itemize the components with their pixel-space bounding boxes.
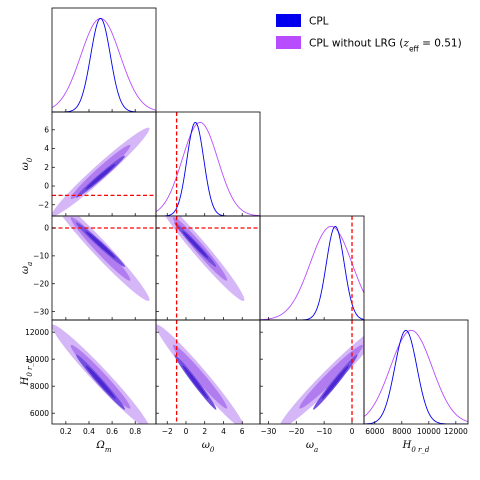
y-tick-label-h0rd: 12000	[25, 328, 49, 337]
x-tick-label-w0: −2	[162, 427, 173, 436]
y-tick-label-w0: 2	[44, 163, 49, 172]
x-tick-label-om: 0.2	[60, 427, 72, 436]
panel-frame	[155, 111, 261, 217]
x-tick-label-w0: 4	[221, 427, 226, 436]
x-tick-label-h0rd: 6000	[365, 427, 384, 436]
x-tick-label-h0rd: 12000	[444, 427, 468, 436]
y-tick-label-h0rd: 8000	[30, 382, 49, 391]
legend: CPL CPL without LRG (zeff = 0.51)	[276, 14, 462, 53]
x-tick-label-w0: 0	[184, 427, 189, 436]
contour-inner-cpl	[85, 163, 116, 190]
panel-frame	[51, 215, 157, 321]
y-tick-label-w0: 6	[44, 126, 49, 135]
density-curve-cpl	[260, 225, 364, 320]
y-tick-label-w0: −2	[38, 200, 49, 209]
panel-om	[51, 7, 157, 113]
x-tick-label-w0: 6	[240, 427, 245, 436]
x-axis-label-w0: ω0	[202, 440, 215, 454]
y-axis-label-w0: ω0	[20, 157, 34, 170]
panel-om-w0: −2 0 2 4 6 ω0	[20, 111, 157, 217]
density-curve-cpl-no-lrg	[52, 17, 156, 111]
x-tick-label-wa: −10	[316, 427, 332, 436]
y-tick-label-wa: −10	[33, 252, 49, 261]
panel-frame	[363, 319, 469, 425]
x-tick-label-wa: −30	[260, 427, 276, 436]
contour-inner-cpl-no-lrg	[70, 344, 131, 409]
legend-label-cpl-no-lrg: CPL without LRG (zeff = 0.51)	[309, 38, 462, 54]
y-axis-label-wa: ωa	[20, 262, 34, 274]
x-tick-label-w0: 2	[202, 427, 207, 436]
panel-wa	[259, 215, 365, 321]
x-tick-label-om: 0.8	[129, 427, 141, 436]
contour-inner-cpl	[85, 365, 116, 399]
y-tick-label-wa: −20	[33, 279, 49, 288]
panel-h0rd: 6000 8000 10000 12000 H0 r_d	[363, 319, 469, 454]
legend-label-cpl: CPL	[309, 16, 329, 28]
panel-frame	[259, 215, 365, 321]
y-tick-label-wa: 0	[44, 224, 49, 233]
panel-frame	[259, 319, 365, 425]
y-axis-label-h0rd: H0 r_d	[20, 358, 34, 386]
contour-inner-cpl	[85, 231, 116, 259]
panel-om-wa: −30 −20 −10 0 ωa	[20, 215, 157, 321]
x-tick-label-wa: −20	[288, 427, 304, 436]
density-curve-cpl-no-lrg	[156, 121, 260, 216]
contour-inner-cpl-no-lrg	[299, 344, 363, 409]
density-curve-cpl	[156, 121, 260, 216]
contour-inner-cpl	[182, 231, 209, 259]
density-curve-cpl-no-lrg	[260, 225, 364, 320]
x-tick-label-om: 0.4	[83, 427, 95, 436]
panel-wa-h0rd: −30 −20 −10 0 ωa	[259, 319, 365, 454]
legend-swatch-cpl	[276, 14, 301, 27]
panel-w0-h0rd: −2 0 2 4 6 ω0	[155, 319, 261, 454]
contour-inner-cpl-no-lrg	[172, 344, 228, 409]
density-curve-cpl-no-lrg	[364, 329, 468, 423]
panel-w0	[155, 111, 261, 217]
x-tick-label-h0rd: 8000	[392, 427, 411, 436]
legend-swatch-cpl-no-lrg	[276, 36, 301, 49]
x-axis-label-om: Ωm	[96, 440, 112, 454]
y-tick-label-w0: 0	[44, 182, 49, 191]
y-tick-label-h0rd: 6000	[30, 409, 49, 418]
x-axis-label-wa: ωa	[306, 440, 318, 454]
contour-inner-cpl	[182, 365, 209, 399]
contour-inner-cpl-no-lrg	[70, 144, 131, 200]
y-tick-label-w0: 4	[44, 144, 49, 153]
panel-om-h0rd: 0.2 0.4 0.6 0.8 6000 8000 10000 12000 Ωm H0 r_d	[20, 319, 157, 454]
y-tick-label-wa: −30	[33, 307, 49, 316]
x-axis-label-h0rd: H0 r_d	[402, 440, 430, 454]
panel-w0-wa	[155, 215, 261, 321]
contour-inner-cpl	[321, 365, 349, 399]
x-tick-label-om: 0.6	[106, 427, 118, 436]
y-tick-label-h0rd: 10000	[25, 355, 49, 364]
x-tick-label-wa: 0	[350, 427, 355, 436]
density-curve-cpl	[52, 17, 156, 112]
x-tick-label-h0rd: 10000	[417, 427, 441, 436]
